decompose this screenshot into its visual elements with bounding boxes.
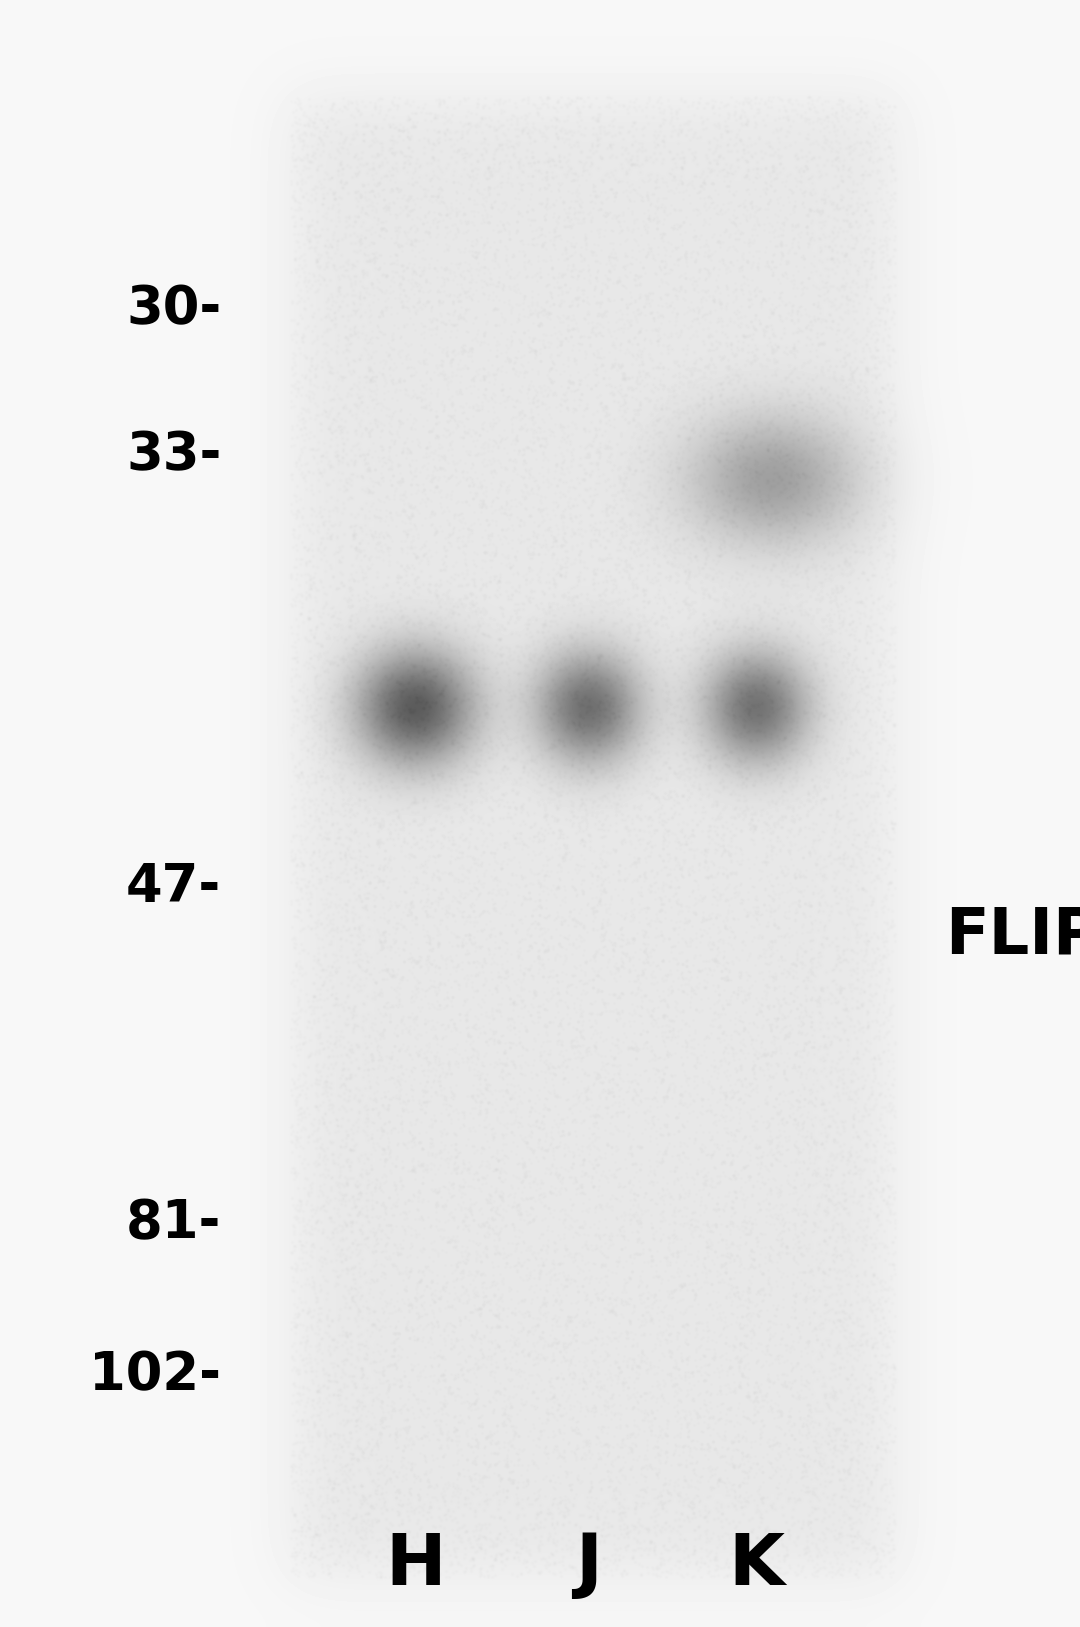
Text: FLIP: FLIP: [945, 905, 1080, 966]
Text: K: K: [728, 1531, 784, 1599]
Text: 102-: 102-: [90, 1349, 221, 1401]
Text: 47-: 47-: [126, 861, 221, 913]
Text: 33-: 33-: [126, 430, 221, 482]
Text: 30-: 30-: [126, 283, 221, 335]
Text: H: H: [386, 1531, 446, 1599]
Text: J: J: [576, 1531, 602, 1599]
Text: 81-: 81-: [126, 1197, 221, 1250]
